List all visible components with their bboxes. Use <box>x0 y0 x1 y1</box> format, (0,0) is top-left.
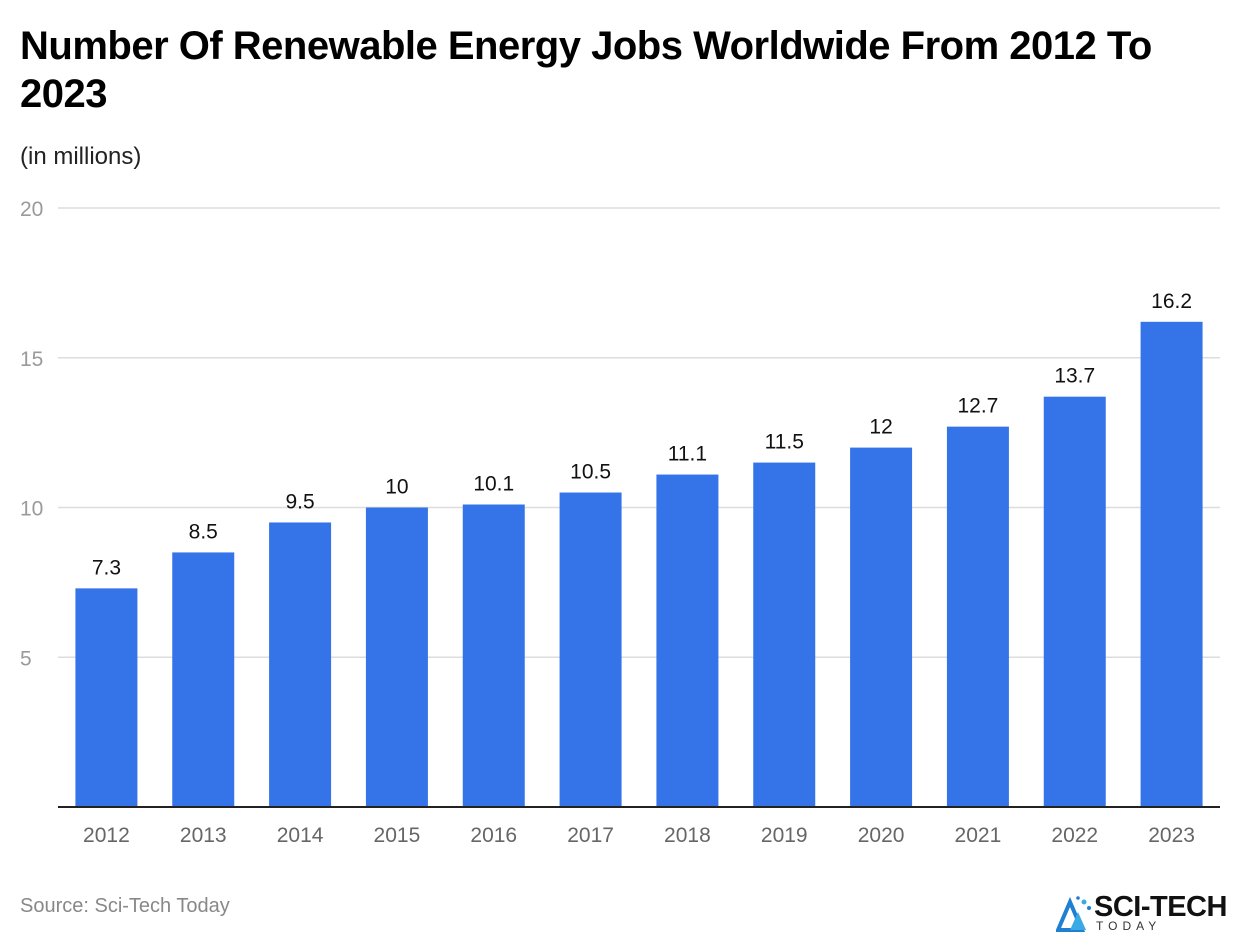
sci-tech-logo: SCI-TECH TODAY <box>1056 888 1236 936</box>
data-label: 13.7 <box>1054 365 1095 388</box>
data-label: 9.5 <box>285 490 314 513</box>
y-tick-label: 5 <box>20 647 32 670</box>
x-tick-label: 2013 <box>180 824 227 847</box>
bar <box>365 507 428 807</box>
x-tick-label: 2021 <box>955 824 1002 847</box>
bar <box>1140 321 1203 807</box>
x-tick-label: 2017 <box>567 824 614 847</box>
data-label: 12 <box>869 416 892 439</box>
x-tick-label: 2018 <box>664 824 711 847</box>
logo-wordmark: SCI-TECH <box>1094 891 1227 923</box>
x-tick-label: 2016 <box>470 824 517 847</box>
logo-mark-icon <box>1056 896 1091 932</box>
y-tick-label: 20 <box>20 198 43 221</box>
chart-subtitle: (in millions) <box>20 143 142 170</box>
data-label: 8.5 <box>189 520 218 543</box>
data-label: 10.1 <box>473 473 514 496</box>
data-label: 10.5 <box>570 461 611 484</box>
x-tick-label: 2023 <box>1148 824 1195 847</box>
data-label: 10 <box>385 476 408 499</box>
bar <box>75 588 138 807</box>
source-note: Source: Sci-Tech Today <box>20 895 230 917</box>
bar <box>172 552 235 807</box>
y-tick-label: 15 <box>20 348 43 371</box>
data-label: 11.1 <box>668 443 707 466</box>
data-label: 16.2 <box>1151 290 1192 313</box>
bar-chart: 5 10 15 20 7.3 2012 8.5 2013 9.5 2014 10 2015 10.1 20… <box>20 198 1220 847</box>
x-tick-label: 2015 <box>374 824 421 847</box>
bar <box>559 492 622 807</box>
bar <box>269 522 332 807</box>
bar <box>462 504 525 807</box>
chart-title: Number Of Renewable Energy Jobs Worldwid… <box>20 24 1152 116</box>
y-tick-label: 10 <box>20 498 43 521</box>
data-label: 12.7 <box>957 395 998 418</box>
bar <box>656 474 719 807</box>
bar <box>1043 396 1106 807</box>
x-tick-label: 2022 <box>1051 824 1098 847</box>
bar <box>946 426 1009 807</box>
x-tick-label: 2019 <box>761 824 808 847</box>
bar <box>753 462 816 807</box>
x-tick-label: 2020 <box>858 824 905 847</box>
data-label: 11.5 <box>765 431 804 454</box>
bar <box>850 447 913 807</box>
x-tick-label: 2012 <box>83 824 130 847</box>
logo-subtext: TODAY <box>1096 919 1162 933</box>
data-label: 7.3 <box>92 556 121 579</box>
x-tick-label: 2014 <box>277 824 324 847</box>
